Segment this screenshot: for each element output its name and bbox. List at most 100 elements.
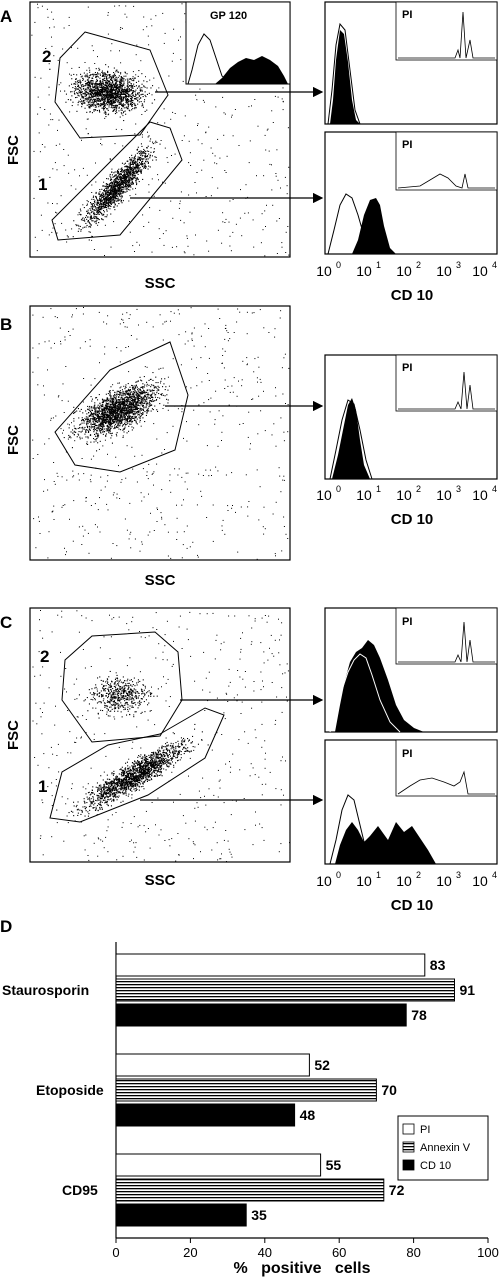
tick-base: 10 <box>356 487 372 503</box>
tick-exp: 0 <box>336 260 341 270</box>
bar-chart-categories: Staurosporin Etoposide CD95 <box>2 982 104 1198</box>
panel-d: D 83 91 78 52 70 48 55 72 35 Staurosporin Etoposi… <box>0 917 499 1277</box>
tick-exp: 0 <box>336 484 341 494</box>
legend-swatch <box>402 1123 415 1135</box>
tick-exp: 2 <box>416 260 421 270</box>
cd10-open-histogram-b <box>329 399 373 480</box>
cd10-open-histogram-a1 <box>327 22 361 125</box>
gate-label-2-c: 2 <box>40 647 49 666</box>
scatter-frame-a <box>29 1 291 258</box>
log-ticks-a: 10 0 10 1 10 2 10 3 10 4 <box>316 260 497 279</box>
panel-letter-a: A <box>0 7 12 26</box>
legend-swatch <box>402 1159 415 1171</box>
log-tick-b-0: 10 0 <box>316 484 341 503</box>
fsc-label-a: FSC <box>5 135 22 165</box>
panel-a: A FSC 2 1 GP 120 SSC PI PI 10 0 10 1 <box>0 1 498 304</box>
pi-trace-c1 <box>398 621 495 663</box>
tick-exp: 1 <box>376 870 381 880</box>
gp120-filled-histogram <box>188 56 288 84</box>
x-tick-label: 80 <box>406 1245 420 1260</box>
bar <box>115 1203 247 1227</box>
tick-exp: 4 <box>492 260 497 270</box>
tick-exp: 4 <box>492 484 497 494</box>
bar <box>115 953 426 977</box>
gate-1-a <box>51 121 183 241</box>
cd10-label-c: CD 10 <box>391 897 434 914</box>
tick-exp: 1 <box>376 484 381 494</box>
gate-label-1-a: 1 <box>38 175 47 194</box>
log-ticks-c: 10 0 10 1 10 2 10 3 10 4 <box>316 870 497 889</box>
tick-exp: 1 <box>376 260 381 270</box>
cd10-filled-histogram-c2 <box>335 822 436 864</box>
pi-trace-c2 <box>397 770 495 795</box>
gate-b <box>54 341 189 473</box>
scatter-dots-a <box>31 3 290 257</box>
panel-c: C FSC 2 1 SSC PI PI 10 0 10 1 10 2 10 3 10 4 <box>0 607 498 914</box>
gate-label-2-a: 2 <box>42 47 51 66</box>
cd10-filled-histogram-c1 <box>335 640 424 732</box>
log-tick-b-2: 10 2 <box>396 484 421 503</box>
fsc-label-b: FSC <box>5 425 22 455</box>
pi-inset-label-a2: PI <box>402 139 412 151</box>
cd10-open-histogram-a2 <box>327 193 379 255</box>
log-tick-a-2: 10 2 <box>396 260 421 279</box>
gate-1-c <box>49 707 225 823</box>
log-tick-b-4: 10 4 <box>472 484 497 503</box>
tick-exp: 0 <box>336 870 341 880</box>
log-tick-a-3: 10 3 <box>436 260 461 279</box>
pi-inset-frame-c1 <box>395 607 498 665</box>
legend-label: PI <box>420 1124 430 1136</box>
bar-chart-x-label: % positive cells <box>234 1260 371 1277</box>
tick-exp: 4 <box>492 870 497 880</box>
log-tick-c-1: 10 1 <box>356 870 381 889</box>
log-tick-c-4: 10 4 <box>472 870 497 889</box>
pi-trace-a1 <box>398 11 495 59</box>
bar <box>115 1178 385 1202</box>
tick-base: 10 <box>436 263 452 279</box>
panel-b: B FSC SSC PI 10 0 10 1 10 2 10 3 10 4 CD 10 <box>0 305 498 589</box>
scatter-dots-c <box>32 610 290 862</box>
gate-2-c <box>61 631 183 743</box>
ssc-label-c: SSC <box>145 872 176 889</box>
panel-letter-c: C <box>0 613 12 632</box>
cd10-filled-histogram-a2 <box>352 198 396 254</box>
scatter-dots-b <box>32 307 290 560</box>
cd10-open-histogram-c1 <box>329 653 401 733</box>
tick-base: 10 <box>436 873 452 889</box>
cd10-label-b: CD 10 <box>391 511 434 528</box>
tick-base: 10 <box>316 873 332 889</box>
bar-value-label: 78 <box>411 1007 427 1023</box>
fsc-label-c: FSC <box>5 720 22 750</box>
x-tick-label: 20 <box>183 1245 197 1260</box>
pi-inset-label-c1: PI <box>402 616 412 628</box>
pi-trace-a2 <box>397 173 495 189</box>
bar <box>115 1103 296 1127</box>
tick-base: 10 <box>472 487 488 503</box>
bar-value-label: 83 <box>430 957 446 973</box>
log-ticks-b: 10 0 10 1 10 2 10 3 10 4 <box>316 484 497 503</box>
scatter-frame-c <box>29 607 291 863</box>
bar-value-label: 52 <box>314 1057 330 1073</box>
category-label: Staurosporin <box>2 982 89 998</box>
tick-exp: 3 <box>456 260 461 270</box>
tick-base: 10 <box>472 263 488 279</box>
tick-base: 10 <box>396 487 412 503</box>
pi-inset-frame-a2 <box>395 131 498 191</box>
cd10-label-a: CD 10 <box>391 287 434 304</box>
gp120-open-histogram <box>187 33 241 85</box>
scatter-frame-b <box>29 305 291 561</box>
bar <box>115 1003 407 1027</box>
log-tick-a-4: 10 4 <box>472 260 497 279</box>
category-label: CD95 <box>62 1182 98 1198</box>
log-tick-c-3: 10 3 <box>436 870 461 889</box>
tick-base: 10 <box>396 873 412 889</box>
bar-value-label: 91 <box>460 982 476 998</box>
pi-inset-frame-b <box>395 354 498 412</box>
cd10-filled-histogram-a1 <box>330 30 360 124</box>
tick-exp: 3 <box>456 484 461 494</box>
bar <box>115 1078 377 1102</box>
pi-inset-label-a1: PI <box>402 9 412 21</box>
log-tick-a-1: 10 1 <box>356 260 381 279</box>
tick-base: 10 <box>472 873 488 889</box>
